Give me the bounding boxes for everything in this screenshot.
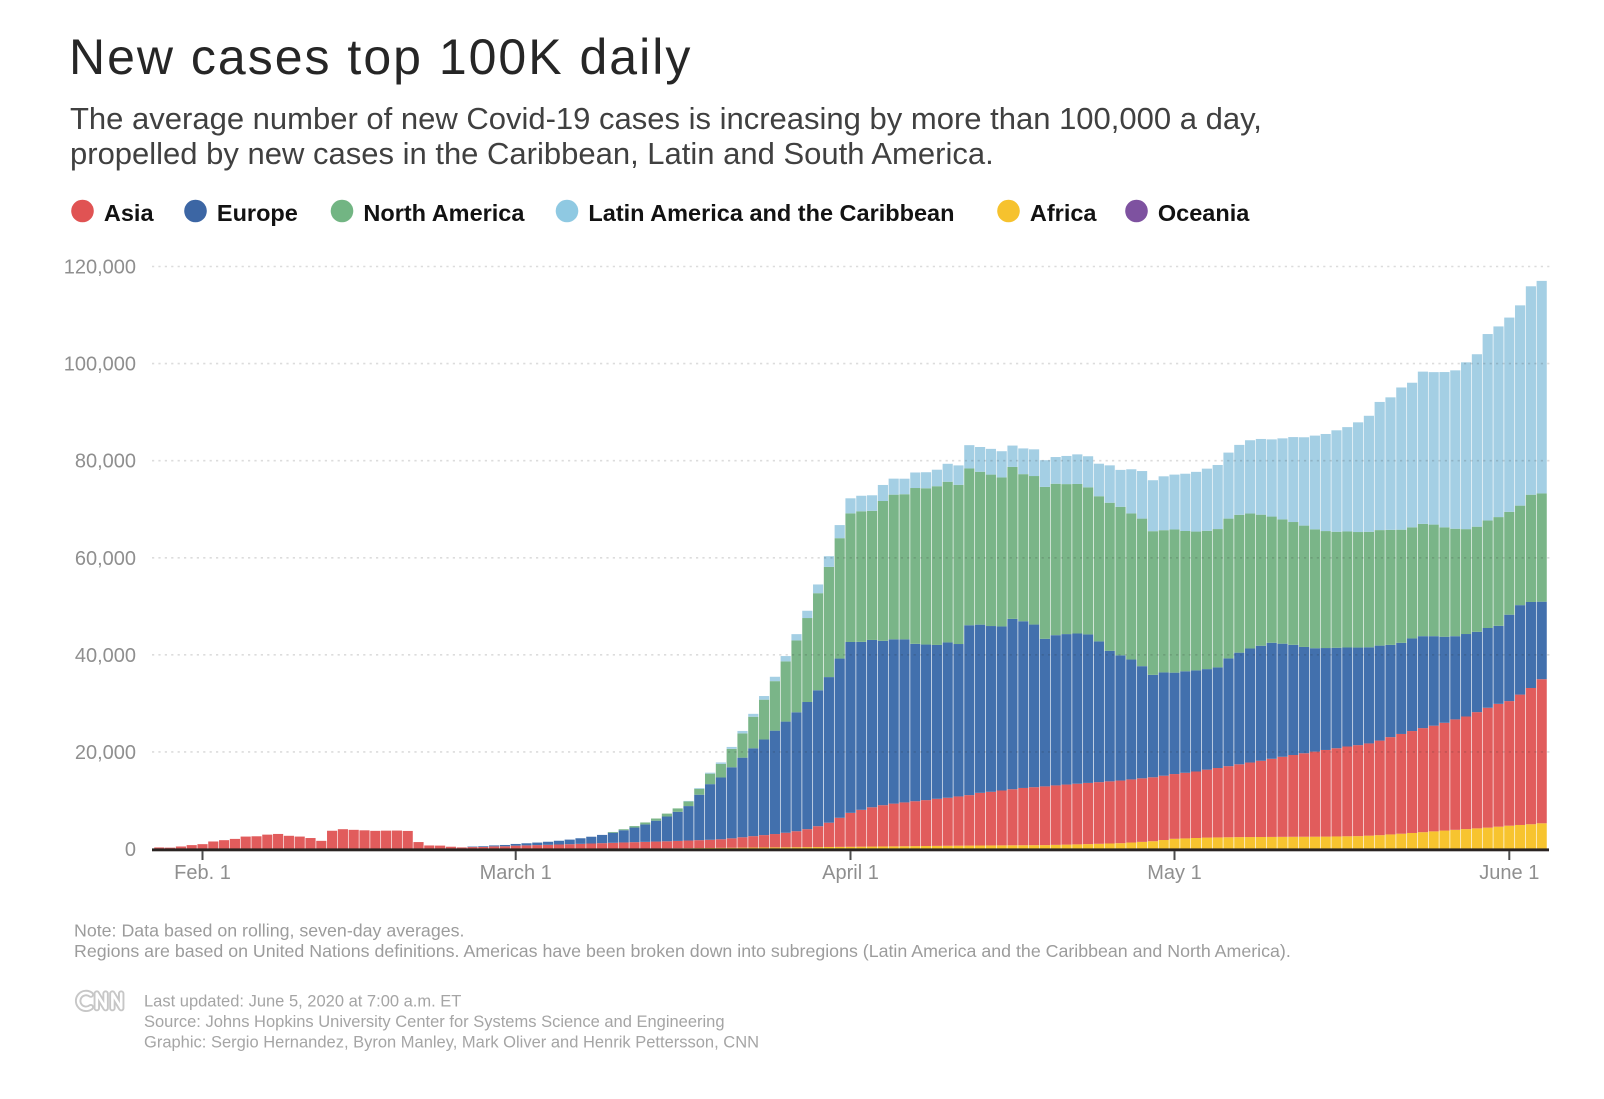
svg-text:New cases top 100K daily: New cases top 100K daily (69, 29, 692, 85)
svg-text:May 1: May 1 (1147, 862, 1201, 884)
svg-text:Feb. 1: Feb. 1 (174, 862, 231, 884)
svg-text:0: 0 (125, 839, 136, 861)
svg-text:Africa: Africa (1030, 200, 1098, 226)
svg-text:40,000: 40,000 (75, 645, 136, 667)
svg-text:North America: North America (363, 200, 525, 226)
svg-text:Europe: Europe (217, 200, 298, 226)
svg-text:Graphic: Sergio Hernandez, Byr: Graphic: Sergio Hernandez, Byron Manley,… (144, 1034, 759, 1052)
svg-text:80,000: 80,000 (75, 451, 136, 473)
svg-text:June 1: June 1 (1479, 862, 1539, 884)
svg-text:20,000: 20,000 (75, 742, 136, 764)
svg-text:April 1: April 1 (822, 862, 879, 884)
svg-text:Source: Johns Hopkins Universi: Source: Johns Hopkins University Center … (144, 1013, 725, 1031)
svg-text:Oceania: Oceania (1158, 200, 1250, 226)
svg-text:100,000: 100,000 (64, 354, 136, 376)
svg-text:The average number of new Covi: The average number of new Covid-19 cases… (70, 101, 1262, 136)
svg-text:Last updated: June 5, 2020 at: Last updated: June 5, 2020 at 7:00 a.m. … (144, 992, 461, 1010)
svg-text:Latin America and the Caribbea: Latin America and the Caribbean (588, 200, 954, 226)
svg-text:Asia: Asia (104, 200, 155, 226)
svg-text:March 1: March 1 (480, 862, 552, 884)
svg-text:Note: Data based on rolling, s: Note: Data based on rolling, seven-day a… (74, 921, 464, 941)
svg-text:60,000: 60,000 (75, 548, 136, 570)
svg-text:Regions are based on United Na: Regions are based on United Nations defi… (74, 941, 1291, 961)
svg-text:120,000: 120,000 (64, 257, 136, 279)
svg-text:propelled by new cases in the: propelled by new cases in the Caribbean,… (70, 136, 994, 171)
